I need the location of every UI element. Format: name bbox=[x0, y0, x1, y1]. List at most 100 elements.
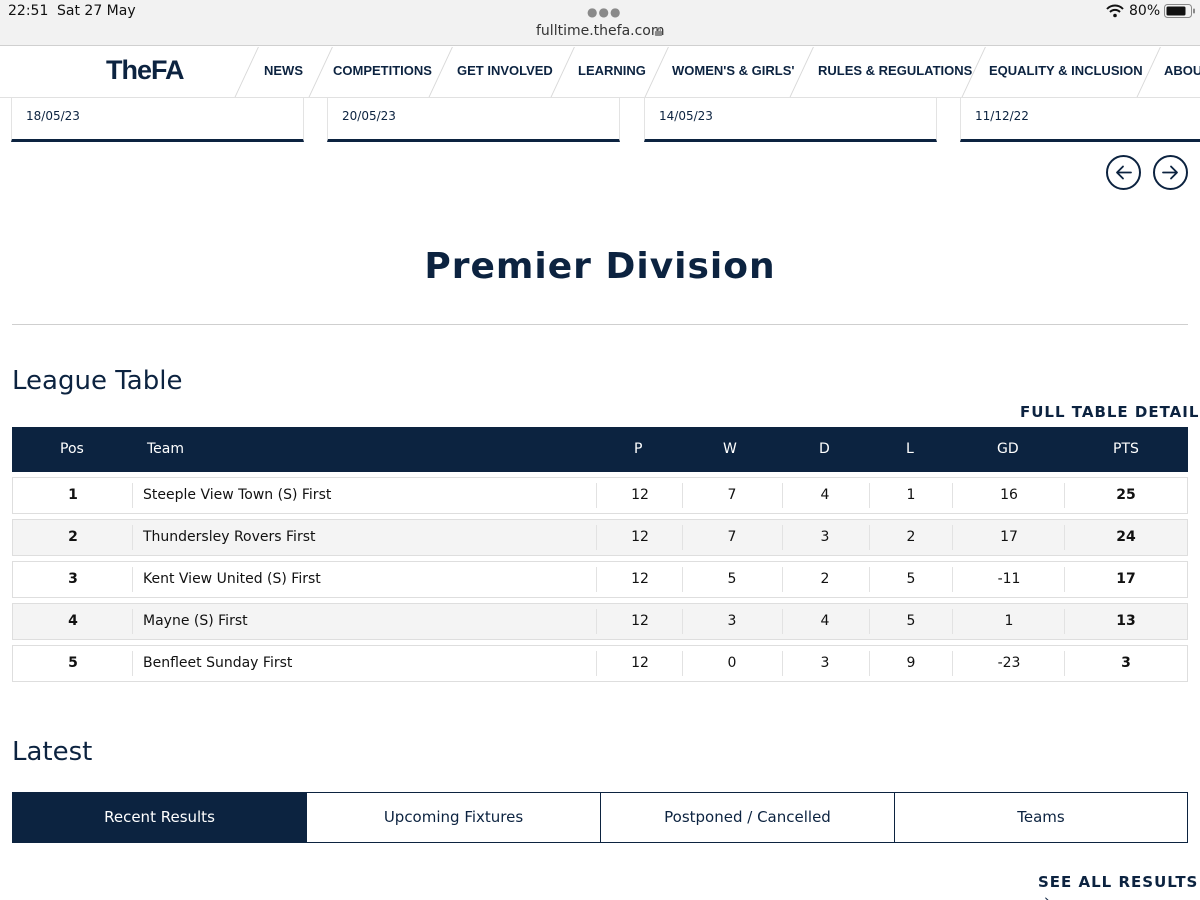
cell-played: 12 bbox=[631, 655, 649, 671]
tab-upcoming-fixtures[interactable]: Upcoming Fixtures bbox=[306, 792, 601, 843]
nav-learning[interactable]: LEARNING bbox=[578, 63, 646, 78]
cell-team[interactable]: Benfleet Sunday First bbox=[143, 655, 293, 671]
cell-team[interactable]: Kent View United (S) First bbox=[143, 571, 321, 587]
cell-lost: 9 bbox=[906, 655, 916, 671]
column-header-pos[interactable]: Pos bbox=[60, 441, 84, 457]
chevron-right-icon: › bbox=[1044, 891, 1051, 900]
cell-won: 3 bbox=[727, 613, 737, 629]
cell-separator bbox=[952, 525, 953, 550]
table-row[interactable]: 4 Mayne (S) First 12 3 4 5 1 13 bbox=[12, 603, 1188, 640]
cell-goal-difference: 17 bbox=[1000, 529, 1018, 545]
cell-team[interactable]: Thundersley Rovers First bbox=[143, 529, 316, 545]
news-card[interactable]: 14/05/23 bbox=[644, 98, 937, 142]
nav-divider bbox=[644, 47, 669, 97]
column-header-p[interactable]: P bbox=[634, 441, 643, 457]
lock-icon bbox=[654, 27, 663, 36]
cell-pos: 5 bbox=[68, 655, 78, 671]
column-header-gd[interactable]: GD bbox=[997, 441, 1019, 457]
cell-separator bbox=[1064, 609, 1065, 634]
carousel-prev-button[interactable] bbox=[1106, 155, 1141, 190]
tab-teams[interactable]: Teams bbox=[894, 792, 1188, 843]
full-table-detail-label: FULL TABLE DETAIL bbox=[1020, 403, 1200, 421]
divider bbox=[12, 324, 1188, 325]
see-all-results-label: SEE ALL RESULTS bbox=[1038, 873, 1199, 891]
cell-separator bbox=[1064, 651, 1065, 676]
cell-separator bbox=[682, 609, 683, 634]
column-header-d[interactable]: D bbox=[819, 441, 830, 457]
multitask-dots-icon[interactable]: ●●● bbox=[587, 5, 622, 19]
table-row[interactable]: 1 Steeple View Town (S) First 12 7 4 1 16 25 bbox=[12, 477, 1188, 514]
column-header-l[interactable]: L bbox=[906, 441, 914, 457]
cell-separator bbox=[952, 567, 953, 592]
cell-separator bbox=[596, 525, 597, 550]
battery-percent: 80% bbox=[1129, 3, 1161, 19]
cell-points: 13 bbox=[1116, 613, 1136, 629]
news-card-date: 20/05/23 bbox=[342, 109, 396, 123]
nav-womens-girls[interactable]: WOMEN'S & GIRLS' bbox=[672, 63, 795, 78]
fa-logo[interactable]: TheFA bbox=[106, 55, 185, 85]
news-card[interactable]: 11/12/22 bbox=[960, 98, 1200, 142]
cell-pos: 1 bbox=[68, 487, 78, 503]
cell-team[interactable]: Steeple View Town (S) First bbox=[143, 487, 332, 503]
table-row[interactable]: 5 Benfleet Sunday First 12 0 3 9 -23 3 bbox=[12, 645, 1188, 682]
cell-separator bbox=[596, 567, 597, 592]
column-header-pts[interactable]: PTS bbox=[1113, 441, 1139, 457]
table-row[interactable]: 2 Thundersley Rovers First 12 7 3 2 17 24 bbox=[12, 519, 1188, 556]
latest-heading: Latest bbox=[12, 737, 93, 767]
arrow-left-icon bbox=[1116, 165, 1132, 180]
cell-played: 12 bbox=[631, 487, 649, 503]
cell-played: 12 bbox=[631, 529, 649, 545]
tab-postponed-cancelled[interactable]: Postponed / Cancelled bbox=[600, 792, 895, 843]
battery-icon bbox=[1164, 4, 1195, 18]
nav-about[interactable]: ABOU bbox=[1164, 63, 1200, 78]
news-card-date: 14/05/23 bbox=[659, 109, 713, 123]
cell-goal-difference: 1 bbox=[1004, 613, 1014, 629]
news-card[interactable]: 18/05/23 bbox=[11, 98, 304, 142]
cell-pos: 3 bbox=[68, 571, 78, 587]
table-row[interactable]: 3 Kent View United (S) First 12 5 2 5 -11 17 bbox=[12, 561, 1188, 598]
nav-equality-inclusion[interactable]: EQUALITY & INCLUSION bbox=[989, 63, 1143, 78]
nav-news[interactable]: NEWS bbox=[264, 63, 303, 78]
address-bar-url[interactable]: fulltime.thefa.com bbox=[536, 23, 665, 39]
status-date: Sat 27 May bbox=[57, 3, 136, 19]
cell-points: 17 bbox=[1116, 571, 1136, 587]
cell-separator bbox=[132, 609, 133, 634]
league-table-heading: League Table bbox=[12, 366, 183, 396]
cell-drawn: 4 bbox=[820, 613, 830, 629]
cell-won: 0 bbox=[727, 655, 737, 671]
nav-competitions[interactable]: COMPETITIONS bbox=[333, 63, 432, 78]
news-card[interactable]: 20/05/23 bbox=[327, 98, 620, 142]
cell-won: 7 bbox=[727, 487, 737, 503]
cell-separator bbox=[682, 567, 683, 592]
cell-drawn: 3 bbox=[820, 529, 830, 545]
page-title: Premier Division bbox=[424, 246, 776, 287]
cell-goal-difference: 16 bbox=[1000, 487, 1018, 503]
nav-rules-regulations[interactable]: RULES & REGULATIONS bbox=[818, 63, 973, 78]
column-header-w[interactable]: W bbox=[723, 441, 737, 457]
cell-points: 24 bbox=[1116, 529, 1136, 545]
cell-pos: 2 bbox=[68, 529, 78, 545]
news-card-date: 18/05/23 bbox=[26, 109, 80, 123]
see-all-results-link[interactable]: SEE ALL RESULTS› bbox=[1038, 873, 1200, 900]
cell-separator bbox=[132, 483, 133, 508]
nav-get-involved[interactable]: GET INVOLVED bbox=[457, 63, 553, 78]
cell-separator bbox=[682, 483, 683, 508]
cell-separator bbox=[132, 651, 133, 676]
cell-separator bbox=[596, 609, 597, 634]
cell-separator bbox=[869, 525, 870, 550]
cell-points: 25 bbox=[1116, 487, 1136, 503]
nav-divider bbox=[550, 47, 575, 97]
cell-team[interactable]: Mayne (S) First bbox=[143, 613, 248, 629]
cell-won: 5 bbox=[727, 571, 737, 587]
column-header-team[interactable]: Team bbox=[147, 441, 185, 457]
cell-separator bbox=[952, 483, 953, 508]
cell-separator bbox=[952, 651, 953, 676]
cell-separator bbox=[1064, 483, 1065, 508]
browser-status-bar: 22:51 Sat 27 May ●●● fulltime.thefa.com … bbox=[0, 0, 1200, 46]
tab-recent-results[interactable]: Recent Results bbox=[12, 792, 307, 843]
carousel-next-button[interactable] bbox=[1153, 155, 1188, 190]
cell-pos: 4 bbox=[68, 613, 78, 629]
cell-separator bbox=[782, 651, 783, 676]
cell-separator bbox=[596, 483, 597, 508]
cell-separator bbox=[132, 567, 133, 592]
